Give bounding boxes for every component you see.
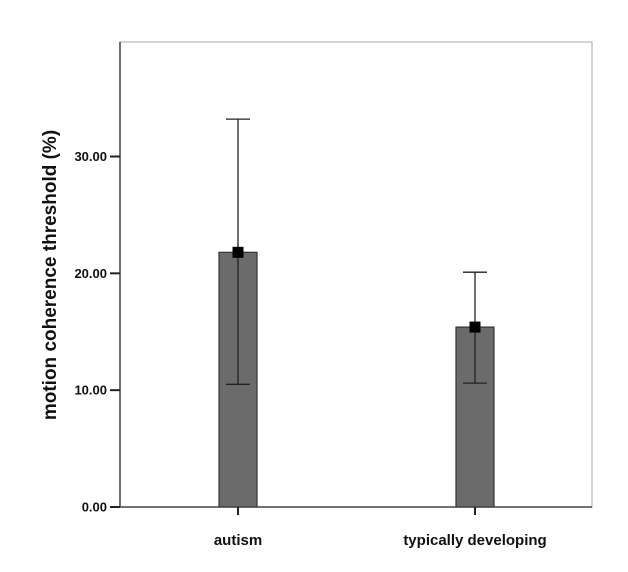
y-tick-label: 0.00 (82, 500, 107, 515)
plot-frame (119, 41, 593, 508)
y-axis-label: motion coherence threshold (%) (40, 130, 61, 420)
mean-marker (469, 321, 481, 333)
y-tick-label: 10.00 (74, 383, 107, 398)
x-tick-label: autism (214, 532, 262, 549)
x-tick-label: typically developing (403, 532, 546, 549)
y-tick-label: 30.00 (74, 149, 107, 164)
mean-marker (232, 246, 244, 258)
y-tick-label: 20.00 (74, 266, 107, 281)
